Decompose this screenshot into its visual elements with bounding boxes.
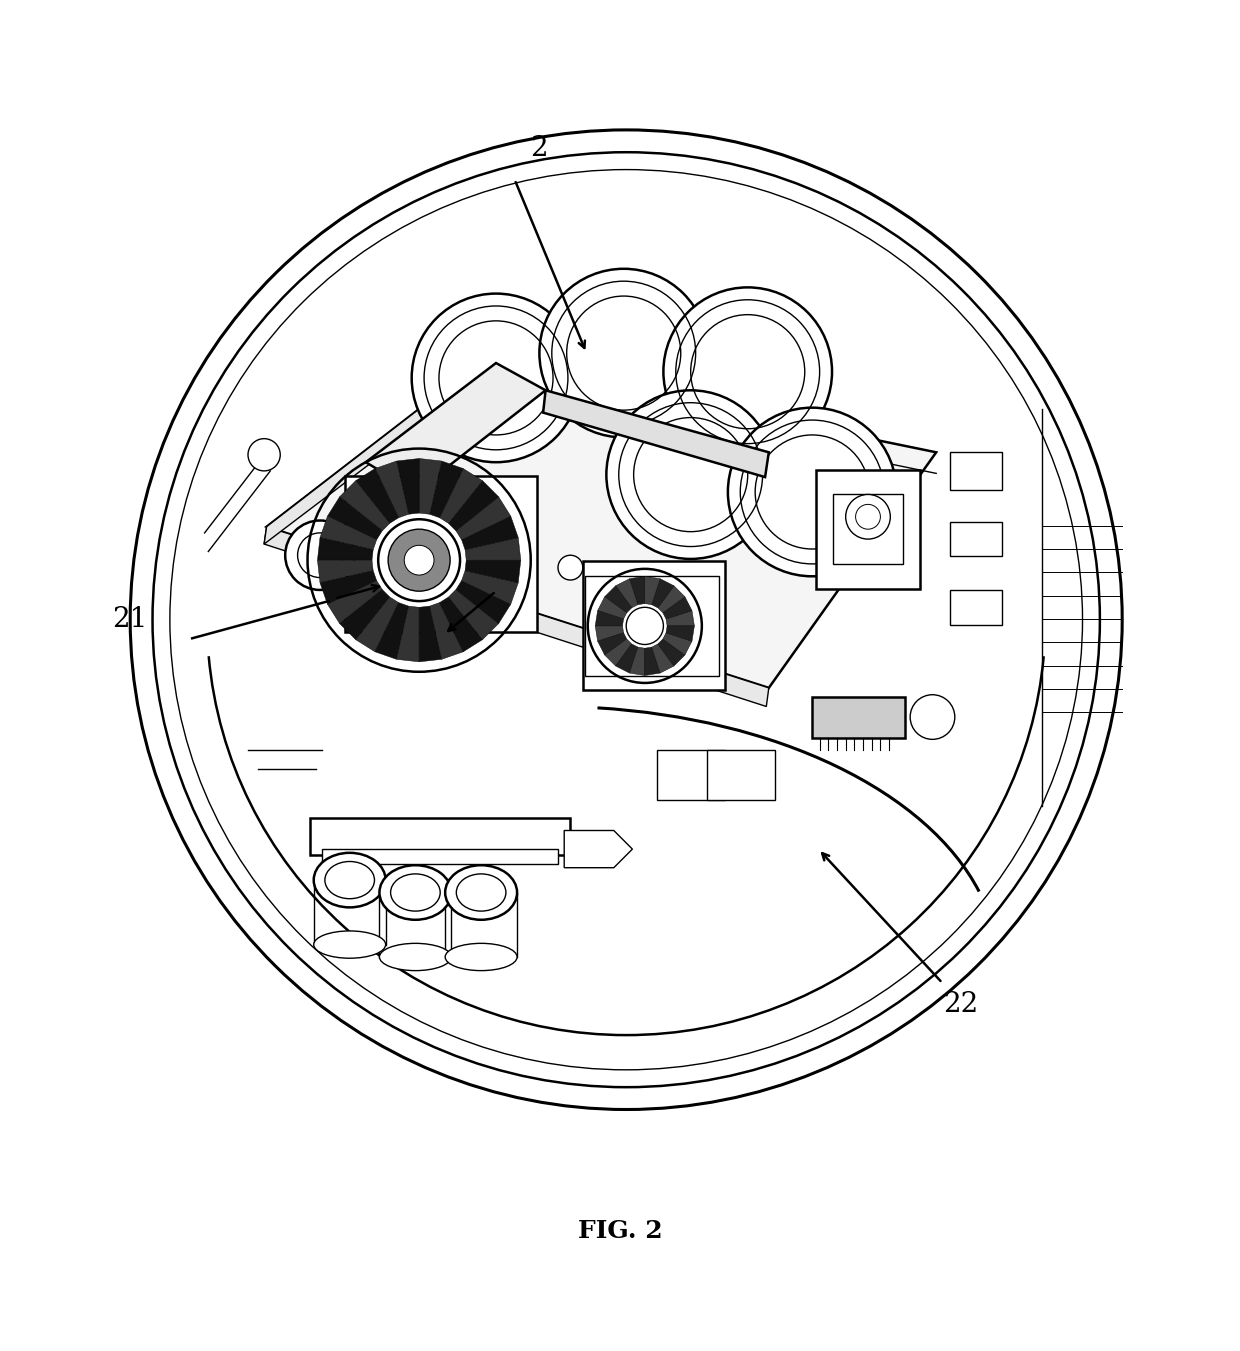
Polygon shape — [366, 363, 546, 492]
Polygon shape — [645, 577, 660, 605]
Polygon shape — [595, 611, 624, 626]
Ellipse shape — [314, 931, 386, 958]
Polygon shape — [345, 476, 537, 632]
Polygon shape — [595, 626, 624, 642]
Ellipse shape — [412, 293, 580, 462]
Polygon shape — [327, 497, 382, 540]
Ellipse shape — [539, 269, 708, 438]
Circle shape — [910, 694, 955, 739]
Circle shape — [388, 530, 450, 592]
Polygon shape — [264, 527, 769, 707]
Polygon shape — [429, 603, 464, 659]
Polygon shape — [816, 470, 920, 589]
Polygon shape — [267, 359, 936, 688]
Circle shape — [248, 439, 280, 471]
Circle shape — [626, 608, 663, 644]
Polygon shape — [543, 390, 769, 477]
Text: FIG. 2: FIG. 2 — [578, 1219, 662, 1243]
Polygon shape — [456, 581, 511, 624]
Polygon shape — [583, 562, 725, 690]
Polygon shape — [598, 597, 626, 619]
Text: 21: 21 — [113, 607, 148, 634]
Polygon shape — [264, 359, 484, 544]
Polygon shape — [397, 607, 419, 662]
Polygon shape — [465, 561, 521, 582]
Polygon shape — [950, 590, 1002, 624]
Circle shape — [285, 520, 355, 590]
Polygon shape — [663, 597, 692, 619]
Ellipse shape — [728, 408, 897, 577]
Polygon shape — [327, 581, 382, 624]
Polygon shape — [615, 578, 637, 608]
Polygon shape — [950, 521, 1002, 557]
Polygon shape — [605, 639, 631, 666]
Polygon shape — [320, 570, 377, 604]
Ellipse shape — [445, 865, 517, 920]
Polygon shape — [320, 516, 377, 550]
Polygon shape — [461, 570, 518, 604]
Polygon shape — [707, 750, 775, 800]
Polygon shape — [663, 632, 692, 655]
Polygon shape — [439, 597, 482, 651]
Ellipse shape — [130, 130, 1122, 1109]
Polygon shape — [812, 697, 905, 738]
Circle shape — [378, 519, 460, 601]
Polygon shape — [564, 831, 632, 867]
Polygon shape — [317, 561, 373, 582]
Polygon shape — [657, 750, 725, 800]
Polygon shape — [340, 589, 389, 639]
Polygon shape — [449, 589, 498, 639]
Polygon shape — [658, 586, 684, 613]
Ellipse shape — [445, 943, 517, 970]
Polygon shape — [652, 644, 675, 673]
Ellipse shape — [379, 943, 451, 970]
Text: 22: 22 — [944, 990, 978, 1017]
Polygon shape — [630, 577, 645, 605]
Polygon shape — [356, 597, 399, 651]
Polygon shape — [598, 632, 626, 655]
Polygon shape — [374, 461, 409, 517]
Polygon shape — [630, 647, 645, 676]
Polygon shape — [374, 603, 409, 659]
Text: 2: 2 — [531, 135, 548, 162]
Polygon shape — [419, 607, 441, 662]
Polygon shape — [465, 538, 521, 561]
Polygon shape — [461, 516, 518, 550]
Polygon shape — [419, 458, 441, 515]
Polygon shape — [340, 481, 389, 531]
Polygon shape — [666, 611, 694, 626]
Polygon shape — [317, 538, 373, 561]
Polygon shape — [456, 497, 511, 540]
Ellipse shape — [379, 865, 451, 920]
Polygon shape — [397, 458, 419, 515]
Polygon shape — [310, 819, 570, 855]
Polygon shape — [356, 469, 399, 523]
Ellipse shape — [606, 390, 775, 559]
Polygon shape — [950, 453, 1002, 489]
Polygon shape — [658, 639, 684, 666]
Polygon shape — [652, 578, 675, 608]
Polygon shape — [605, 586, 631, 613]
Ellipse shape — [314, 852, 386, 908]
Polygon shape — [449, 481, 498, 531]
Circle shape — [846, 494, 890, 539]
Polygon shape — [322, 848, 558, 865]
Polygon shape — [439, 469, 482, 523]
Ellipse shape — [663, 288, 832, 457]
Polygon shape — [615, 644, 637, 673]
Circle shape — [558, 555, 583, 580]
Polygon shape — [429, 461, 464, 517]
Polygon shape — [666, 626, 694, 642]
Circle shape — [404, 546, 434, 576]
Polygon shape — [645, 647, 660, 676]
